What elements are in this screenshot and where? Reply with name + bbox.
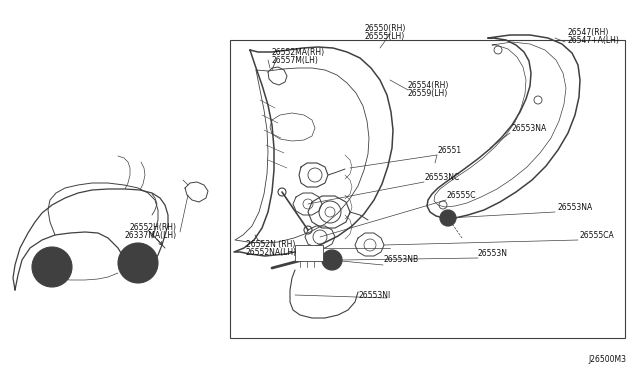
Circle shape	[322, 250, 342, 270]
Text: 26557M(LH): 26557M(LH)	[272, 55, 319, 64]
Text: 26554(RH): 26554(RH)	[408, 80, 449, 90]
Circle shape	[440, 210, 456, 226]
Text: 26553NI: 26553NI	[359, 291, 391, 299]
Text: 26552N (RH): 26552N (RH)	[246, 241, 296, 250]
Text: 26559(LH): 26559(LH)	[408, 89, 448, 97]
Text: 26553N: 26553N	[478, 248, 508, 257]
Circle shape	[32, 247, 72, 287]
Text: 26337MA(LH): 26337MA(LH)	[125, 231, 177, 240]
Text: 26552H(RH): 26552H(RH)	[130, 222, 177, 231]
Text: 26547(RH): 26547(RH)	[568, 28, 609, 36]
Text: 26547+A(LH): 26547+A(LH)	[568, 35, 620, 45]
Text: 26553NA: 26553NA	[558, 202, 593, 212]
Bar	[295, 245, 323, 261]
Circle shape	[118, 243, 158, 283]
Text: 26553NB: 26553NB	[384, 256, 419, 264]
Text: 26551: 26551	[438, 145, 462, 154]
Text: 26550(RH): 26550(RH)	[364, 23, 406, 32]
Text: 26553NA: 26553NA	[512, 124, 547, 132]
Text: 26555(LH): 26555(LH)	[365, 32, 405, 41]
Text: 26553NC: 26553NC	[425, 173, 460, 182]
Bar	[230, 40, 625, 338]
Text: 26555C: 26555C	[447, 190, 477, 199]
Text: 26552NA(LH): 26552NA(LH)	[246, 248, 297, 257]
Text: 26552MA(RH): 26552MA(RH)	[272, 48, 325, 57]
Text: 26555CA: 26555CA	[580, 231, 615, 240]
Text: J26500M3: J26500M3	[588, 356, 626, 365]
